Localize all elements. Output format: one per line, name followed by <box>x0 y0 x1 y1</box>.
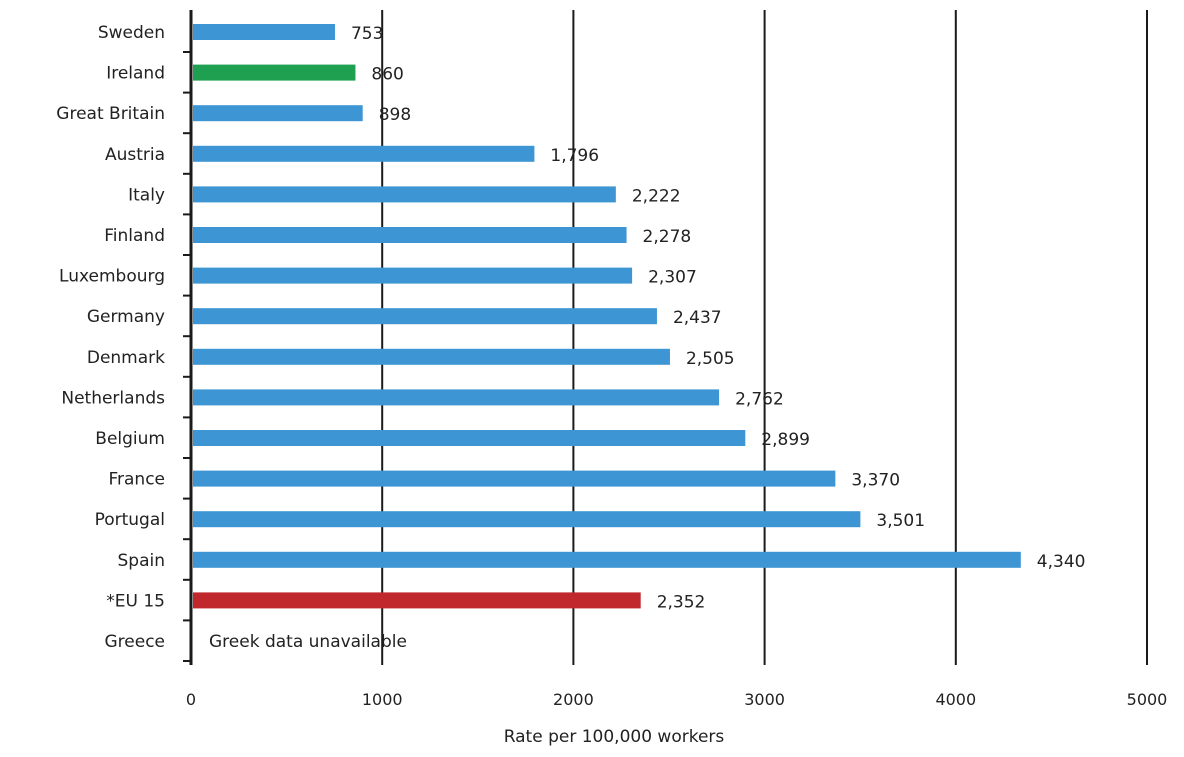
bar <box>193 551 1021 568</box>
bar <box>193 145 535 162</box>
bar <box>193 308 657 325</box>
bar <box>193 511 861 528</box>
labels: 0 1000 2000 3000 4000 5000 Sweden 753 Ireland 860… <box>56 23 1167 709</box>
category-label: Great Britain <box>56 104 165 124</box>
x-tick-label: 1000 <box>362 690 403 709</box>
value-label: 4,340 <box>1037 552 1086 572</box>
value-label: 2,222 <box>632 186 681 206</box>
value-label: 898 <box>379 105 411 125</box>
x-tick-label: 3000 <box>744 690 785 709</box>
bar <box>193 105 363 122</box>
value-label: 2,762 <box>735 389 784 409</box>
category-label: Greece <box>104 632 165 652</box>
x-axis-title: Rate per 100,000 workers <box>504 727 725 747</box>
bar <box>193 470 836 487</box>
category-label: Netherlands <box>61 388 165 408</box>
bar <box>193 24 335 40</box>
bar <box>193 348 670 365</box>
category-label: Italy <box>128 185 165 205</box>
value-label: 2,352 <box>657 592 706 612</box>
category-label: *EU 15 <box>106 591 165 611</box>
bar <box>193 389 720 406</box>
value-label: 753 <box>351 24 383 44</box>
value-label: 3,501 <box>876 511 925 531</box>
category-label: Germany <box>87 307 165 327</box>
value-label: 3,370 <box>851 471 900 491</box>
category-label: Sweden <box>98 23 165 43</box>
bar <box>193 186 616 203</box>
category-label: Luxembourg <box>59 267 165 287</box>
bar <box>193 430 746 446</box>
bar <box>193 64 356 81</box>
axes <box>183 10 193 665</box>
value-label: 1,796 <box>550 146 599 166</box>
value-label: 860 <box>371 65 403 85</box>
category-label: Belgium <box>95 429 165 449</box>
x-tick-label: 2000 <box>553 690 594 709</box>
category-label: France <box>108 470 165 490</box>
category-label: Austria <box>105 145 165 165</box>
x-tick-label: 0 <box>186 690 196 709</box>
category-label: Portugal <box>95 510 165 530</box>
x-tick-label: 4000 <box>935 690 976 709</box>
category-label: Spain <box>118 551 166 571</box>
value-label: 2,307 <box>648 268 697 288</box>
annotation-label: Greek data unavailable <box>209 632 407 652</box>
x-tick-label: 5000 <box>1127 690 1168 709</box>
bar <box>193 227 627 243</box>
category-label: Denmark <box>87 348 165 368</box>
bar <box>193 592 641 609</box>
value-label: 2,437 <box>673 308 722 328</box>
value-label: 2,899 <box>761 430 810 450</box>
value-label: 2,278 <box>643 227 692 247</box>
category-label: Finland <box>104 226 165 246</box>
value-label: 2,505 <box>686 349 735 369</box>
bar <box>193 267 633 284</box>
bars <box>193 24 1021 609</box>
category-label: Ireland <box>106 64 165 84</box>
